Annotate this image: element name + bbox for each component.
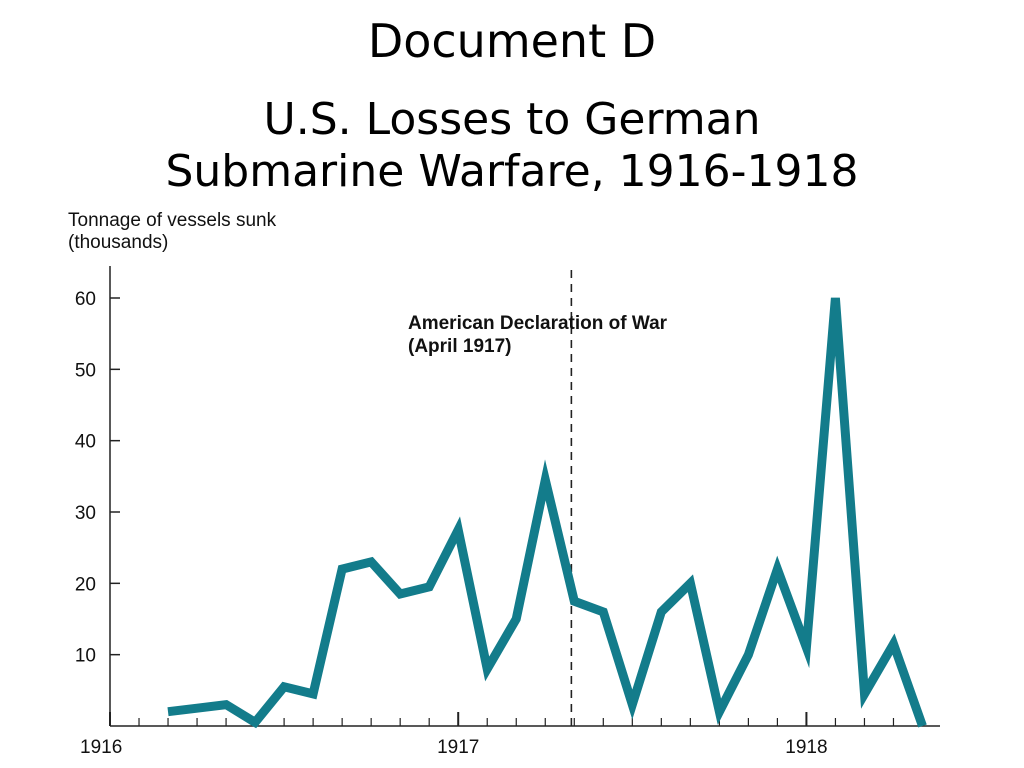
x-tick-label: 1917 bbox=[437, 737, 479, 758]
x-tick-label: 1916 bbox=[80, 737, 122, 758]
series-line bbox=[167, 297, 927, 729]
slide-heading: Document D bbox=[367, 14, 657, 68]
annotation-line-1: American Declaration of War bbox=[408, 313, 668, 334]
y-tick-label: 60 bbox=[75, 289, 96, 310]
y-tick-label: 20 bbox=[75, 574, 96, 595]
chart-title-line-1: U.S. Losses to German bbox=[263, 94, 761, 145]
y-axis-label-line-1: Tonnage of vessels sunk bbox=[68, 210, 277, 231]
y-axis-label: Tonnage of vessels sunk (thousands) bbox=[68, 210, 276, 254]
y-axis-label-line-2: (thousands) bbox=[68, 232, 169, 253]
chart-title-line-2: Submarine Warfare, 1916-1918 bbox=[165, 146, 859, 197]
y-tick-label: 50 bbox=[75, 360, 96, 381]
annotation-line-2: (April 1917) bbox=[408, 336, 511, 357]
y-tick-label: 40 bbox=[75, 432, 96, 453]
chart-title: U.S. Losses to German Submarine Warfare,… bbox=[0, 94, 1024, 198]
y-tick-label: 30 bbox=[75, 503, 96, 524]
y-tick-label: 10 bbox=[75, 646, 96, 667]
x-tick-label: 1918 bbox=[785, 737, 827, 758]
